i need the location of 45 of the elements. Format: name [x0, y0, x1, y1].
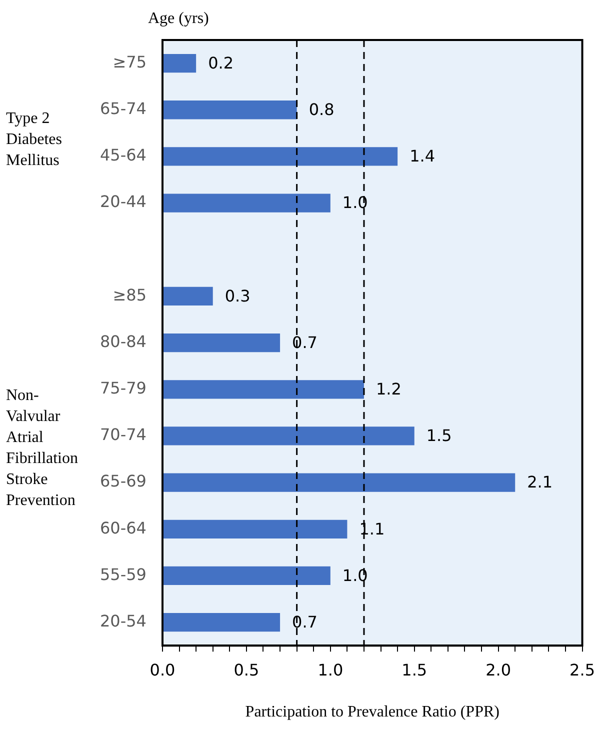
y-tick-label: 75-79 [100, 378, 146, 398]
y-tick-label: 45-64 [100, 146, 146, 165]
data-label: 0.8 [308, 100, 334, 120]
bar [162, 100, 297, 120]
x-tick-label: 0.5 [234, 660, 260, 680]
data-label: 0.2 [208, 53, 234, 72]
bar [162, 194, 330, 212]
data-label: 2.1 [527, 472, 553, 492]
bar [162, 612, 280, 632]
bar [162, 286, 213, 306]
y-axis-title: Age (yrs) [148, 9, 209, 29]
data-label: 1.0 [342, 193, 368, 212]
x-axis-title: Participation to Prevalence Ratio (PPR) [245, 704, 500, 721]
x-tick-label: 1.0 [318, 660, 344, 680]
data-label: 0.7 [292, 612, 318, 632]
y-tick-label: ≥75 [112, 52, 146, 72]
y-tick-label: 55-59 [100, 564, 146, 584]
y-tick-label: 65-74 [100, 99, 146, 118]
bar [162, 473, 516, 492]
y-tick-label: 70-74 [100, 425, 146, 444]
x-tick-label: 1.5 [402, 660, 428, 680]
bar [162, 333, 280, 352]
bar [162, 566, 330, 586]
text: Non-Valvular Atrial Fibrillation Stroke Prevention [6, 386, 79, 511]
x-tick-label: 2.5 [570, 660, 596, 680]
data-label: 1.0 [342, 566, 368, 585]
data-label: 0.3 [224, 286, 250, 306]
y-tick-label: ≥85 [112, 285, 146, 304]
bar [162, 426, 414, 446]
y-tick-label: 20-44 [100, 192, 146, 212]
bar [162, 520, 348, 538]
text: Type 2 Diabetes Mellitus [6, 109, 63, 171]
y-tick-label: 80-84 [100, 332, 146, 351]
data-label: 1.2 [376, 380, 402, 399]
data-label: 1.5 [426, 426, 452, 446]
y-tick-label: 65-69 [100, 472, 146, 491]
y-tick-label: 60-64 [100, 518, 146, 538]
x-tick-label: 0.0 [150, 660, 176, 680]
bar [162, 380, 364, 399]
data-label: 0.7 [292, 332, 318, 352]
data-label: 1.4 [410, 146, 436, 166]
bar [162, 147, 398, 166]
bar [162, 54, 196, 73]
x-tick-label: 2.0 [486, 660, 512, 680]
y-tick-label: 20-54 [100, 611, 146, 630]
